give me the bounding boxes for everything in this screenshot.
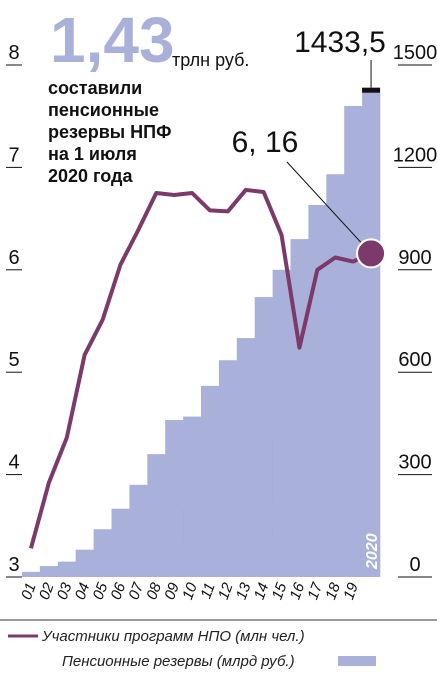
legend-label: Пенсионные резервы (млрд руб.)	[62, 653, 295, 670]
x-tick-label: 07	[125, 580, 147, 602]
legend-label: Участники программ НПО (млн чел.)	[41, 628, 305, 645]
x-tick-label: 15	[269, 580, 291, 602]
y2-tick-label: 900	[398, 247, 431, 269]
legend-swatch	[338, 656, 376, 666]
x-tick-label: 12	[215, 580, 237, 602]
bar	[326, 174, 345, 577]
bar	[308, 204, 327, 578]
annotation: 6, 16	[232, 126, 299, 159]
bar	[362, 87, 381, 577]
y2-tick-label: 0	[409, 554, 420, 576]
x-tick-label: 01	[18, 581, 40, 602]
subtitle-line: резервы НПФ	[48, 122, 171, 142]
x-tick-label: 04	[72, 581, 94, 602]
bar	[147, 454, 166, 577]
annotation-leader	[286, 161, 372, 254]
x-tick-label: 17	[304, 580, 326, 602]
x-tick-label: 13	[233, 580, 255, 602]
bar	[272, 269, 291, 577]
y2-tick-label: 600	[398, 349, 431, 371]
bar	[218, 360, 238, 577]
subtitle-line: пенсионные	[48, 100, 159, 120]
bar	[165, 419, 184, 577]
x-tick-label: 16	[287, 580, 309, 602]
y-tick-label: 3	[8, 554, 19, 576]
subtitle-line: 2020 года	[48, 166, 133, 186]
bar	[22, 571, 41, 577]
x-tick-label: 02	[36, 580, 58, 602]
x-tick-label: 2020	[364, 533, 381, 570]
bar	[236, 338, 255, 577]
y-tick-label: 6	[8, 247, 19, 269]
bar	[290, 239, 309, 577]
y2-tick-label: 1200	[393, 144, 437, 166]
y-tick-label: 7	[8, 144, 19, 166]
x-tick-label: 05	[90, 580, 112, 602]
bar	[344, 105, 363, 578]
x-tick-label: 06	[108, 580, 130, 602]
y2-tick-label: 1500	[393, 42, 437, 64]
y-tick-label: 8	[8, 42, 19, 64]
headline-value: 1,43	[50, 4, 175, 76]
x-tick-label: 10	[179, 580, 201, 602]
bar	[254, 297, 273, 577]
y-tick-label: 5	[8, 349, 19, 371]
bar	[129, 484, 148, 577]
x-tick-label: 09	[161, 580, 183, 602]
point-marker	[356, 238, 387, 269]
subtitle-line: на 1 июля	[48, 144, 137, 164]
x-tick-label: 08	[143, 580, 165, 602]
x-tick-label: 11	[197, 581, 218, 601]
subtitle-line: составили	[48, 78, 142, 98]
bar	[183, 416, 202, 577]
x-tick-label: 18	[322, 580, 344, 602]
bar	[75, 549, 94, 577]
bar	[93, 529, 112, 577]
headline-unit: трлн руб.	[172, 50, 249, 70]
y2-tick-label: 300	[398, 452, 431, 474]
x-tick-label: 14	[251, 581, 273, 602]
line	[29, 187, 372, 549]
bar	[111, 508, 130, 577]
bar	[39, 566, 59, 577]
bar-cap	[362, 87, 380, 93]
x-tick-label: 03	[54, 580, 76, 602]
x-tick-label: 19	[340, 580, 362, 602]
bar	[57, 561, 76, 577]
y-tick-label: 4	[8, 452, 19, 474]
annotation: 1433,5	[294, 26, 386, 59]
bar	[201, 385, 220, 577]
